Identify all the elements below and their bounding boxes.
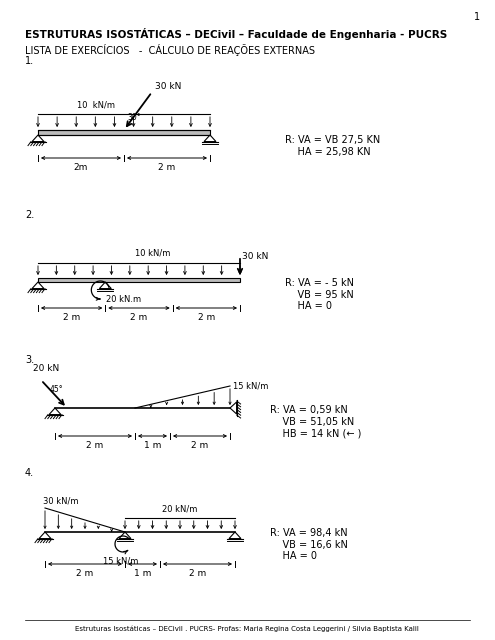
Text: 30 kN: 30 kN	[242, 252, 268, 261]
Text: 10 kN/m: 10 kN/m	[135, 249, 171, 258]
Text: 2 m: 2 m	[130, 313, 148, 322]
Text: 2 m: 2 m	[86, 441, 103, 450]
Text: 2 m: 2 m	[198, 313, 215, 322]
Text: 15 kN/m: 15 kN/m	[103, 557, 139, 566]
Text: 30 kN: 30 kN	[155, 82, 181, 91]
Text: 3.: 3.	[25, 355, 34, 365]
Text: 20 kN.m: 20 kN.m	[106, 295, 142, 304]
Text: 20 kN/m: 20 kN/m	[162, 504, 198, 513]
Text: 30 kN/m: 30 kN/m	[43, 496, 79, 505]
Text: 1 m: 1 m	[134, 569, 151, 578]
Text: R: VA = 0,59 kN
    VB = 51,05 kN
    HB = 14 kN (← ): R: VA = 0,59 kN VB = 51,05 kN HB = 14 kN…	[270, 405, 361, 438]
Text: LISTA DE EXERCÍCIOS   -  CÁLCULO DE REAÇÕES EXTERNAS: LISTA DE EXERCÍCIOS - CÁLCULO DE REAÇÕES…	[25, 44, 315, 56]
Text: 15 kN/m: 15 kN/m	[233, 381, 268, 390]
Text: R: VA = VB 27,5 KN
    HA = 25,98 KN: R: VA = VB 27,5 KN HA = 25,98 KN	[285, 135, 380, 157]
Text: R: VA = 98,4 kN
    VB = 16,6 kN
    HA = 0: R: VA = 98,4 kN VB = 16,6 kN HA = 0	[270, 528, 348, 561]
Text: 1 m: 1 m	[144, 441, 161, 450]
Text: 20 kN: 20 kN	[33, 364, 59, 373]
Text: 45°: 45°	[50, 385, 64, 394]
Text: 2m: 2m	[74, 163, 88, 172]
Text: 1.: 1.	[25, 56, 34, 66]
Text: 4.: 4.	[25, 468, 34, 478]
Text: 1: 1	[474, 12, 480, 22]
Text: 2 m: 2 m	[76, 569, 94, 578]
Bar	[38, 278, 240, 282]
Text: R: VA = - 5 kN
    VB = 95 kN
    HA = 0: R: VA = - 5 kN VB = 95 kN HA = 0	[285, 278, 354, 311]
Text: 10  kN/m: 10 kN/m	[77, 101, 115, 110]
Text: 2 m: 2 m	[192, 441, 208, 450]
Text: 30°: 30°	[127, 113, 141, 122]
Text: 2 m: 2 m	[189, 569, 206, 578]
Text: ESTRUTURAS ISOSTÁTICAS – DECivil – Faculdade de Engenharia - PUCRS: ESTRUTURAS ISOSTÁTICAS – DECivil – Facul…	[25, 28, 447, 40]
Bar	[38, 130, 210, 135]
Text: 2 m: 2 m	[158, 163, 176, 172]
Text: 2.: 2.	[25, 210, 34, 220]
Text: Estruturas Isostáticas – DECivil . PUCRS- Profas: Maria Regina Costa Leggerini /: Estruturas Isostáticas – DECivil . PUCRS…	[75, 625, 419, 632]
Text: 2 m: 2 m	[63, 313, 80, 322]
